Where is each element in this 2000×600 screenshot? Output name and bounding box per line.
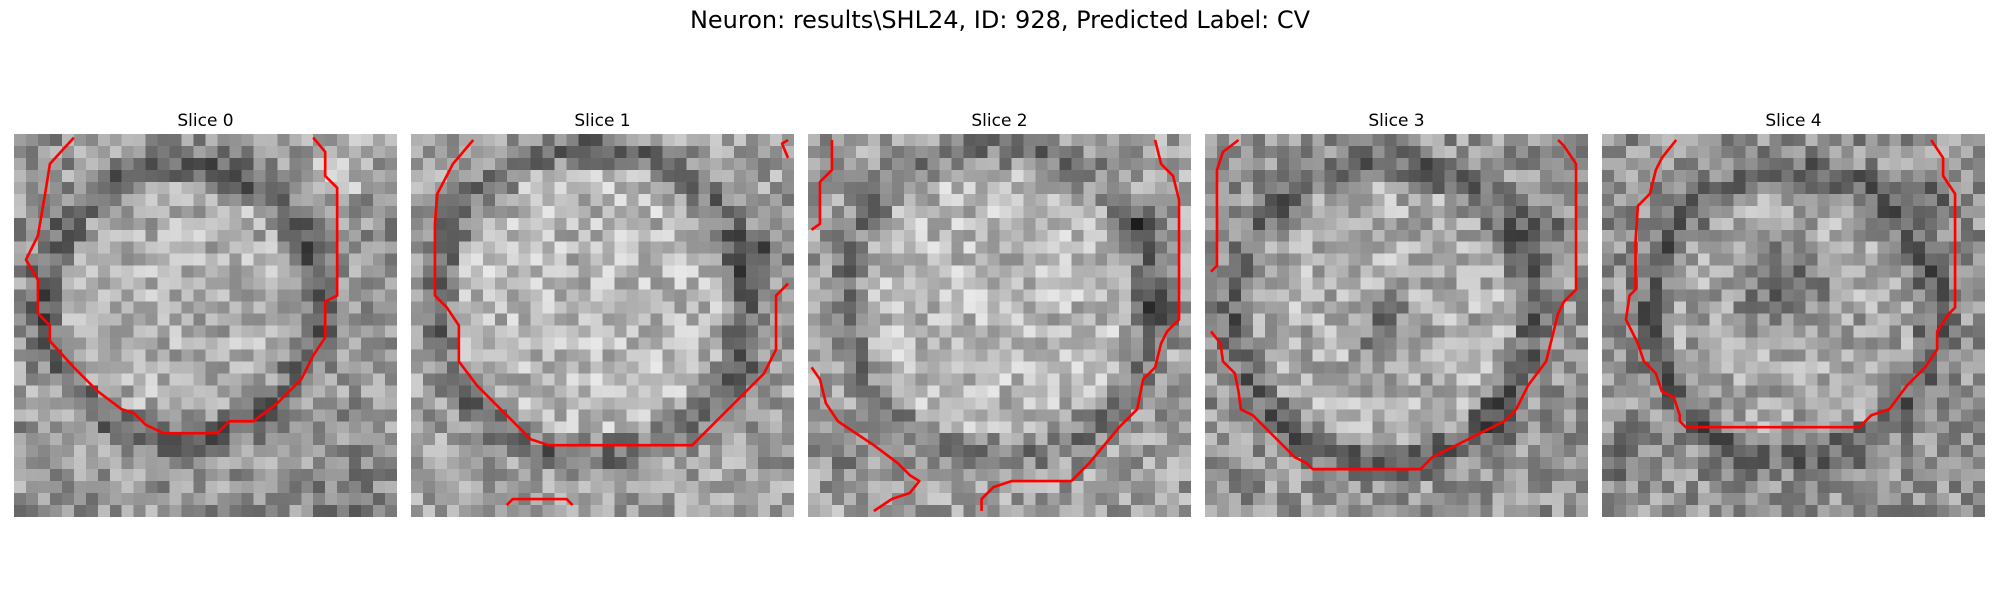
slice-image [1602, 134, 1985, 517]
slice-panel-4: Slice 4 [1602, 108, 1985, 517]
neuron-contour [1210, 138, 1240, 273]
neuron-contour [24, 136, 339, 435]
slice-title: Slice 4 [1765, 111, 1822, 131]
neuron-contour [980, 139, 1181, 512]
neuron-contour [1624, 139, 1957, 429]
slice-panel-1: Slice 1 [411, 108, 794, 517]
slice-image [411, 134, 794, 517]
slice-title: Slice 0 [177, 111, 234, 131]
pixel-grid [14, 134, 397, 517]
slice-title: Slice 1 [574, 111, 631, 131]
neuron-contour [505, 497, 574, 506]
pixel-grid [1602, 134, 1985, 517]
slice-title: Slice 2 [971, 111, 1028, 131]
neuron-contour [1209, 139, 1578, 471]
neuron-contour [433, 139, 789, 447]
slice-panel-3: Slice 3 [1205, 108, 1588, 517]
neuron-contour [780, 138, 790, 159]
slice-panel-0: Slice 0 [14, 108, 397, 517]
slice-image [14, 134, 397, 517]
slice-title: Slice 3 [1368, 111, 1425, 131]
pixel-grid [1205, 134, 1588, 517]
slice-panel-2: Slice 2 [808, 108, 1191, 517]
neuron-contour [810, 139, 834, 231]
figure-title: Neuron: results\SHL24, ID: 928, Predicte… [689, 6, 1311, 34]
pixel-grid [808, 134, 1191, 517]
slice-image [1205, 134, 1588, 517]
pixel-grid [411, 134, 794, 517]
slice-image [808, 134, 1191, 517]
neuron-contour [810, 366, 921, 513]
